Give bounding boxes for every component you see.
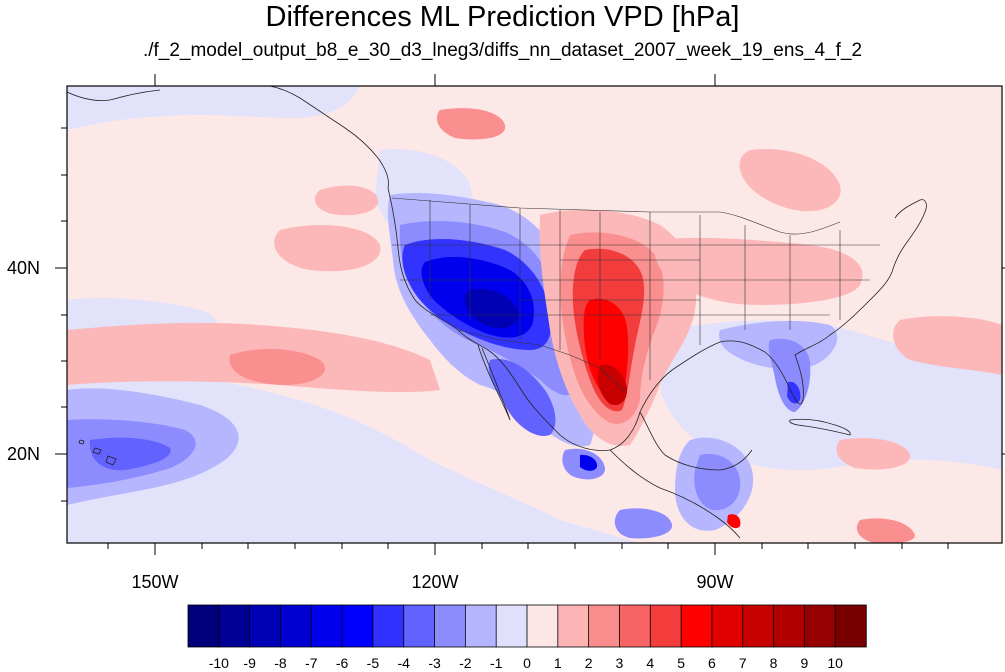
colorbar-swatch [834, 604, 867, 648]
colorbar-swatch [526, 604, 559, 648]
colorbar-swatch [310, 604, 343, 648]
cool-region-east-pacific [614, 508, 673, 539]
axis-ticks [55, 74, 1005, 555]
colorbar-label: 3 [616, 655, 624, 671]
political-borders [391, 197, 880, 393]
colorbar-label: 0 [523, 655, 531, 671]
colorbar-swatch [218, 604, 251, 648]
x-tick-label: 90W [696, 572, 733, 592]
colorbar-label: -5 [367, 655, 380, 671]
colorbar-label: 4 [646, 655, 654, 671]
warm-region-north [739, 149, 841, 212]
colorbar-swatch [649, 604, 682, 648]
colorbar-label: -1 [490, 655, 503, 671]
map-subtitle: ./f_2_model_output_b8_e_30_d3_lneg3/diff… [142, 40, 863, 61]
colorbar-label: -3 [428, 655, 441, 671]
colorbar-swatch [619, 604, 651, 648]
us-mexico-border [457, 329, 626, 393]
colorbar-swatch [495, 604, 528, 648]
us-canada-border [391, 197, 841, 235]
colorbar-swatch [341, 604, 374, 648]
colorbar-label: -7 [305, 655, 318, 671]
warm-core-texas [597, 364, 628, 406]
warm-band-pacific [314, 185, 379, 216]
colorbar-label: 10 [827, 655, 843, 671]
cool-region-mexico-pacific [580, 454, 598, 471]
map-title: Differences ML Prediction VPD [hPa] [265, 1, 740, 33]
colorbar-label: 1 [554, 655, 562, 671]
colorbar-label: 9 [800, 655, 808, 671]
colorbar-swatch [403, 604, 436, 648]
colorbar-swatch [372, 604, 405, 648]
colorbar-swatch [557, 604, 590, 648]
colorbar-label: 7 [739, 655, 747, 671]
colorbar-swatch [588, 604, 621, 648]
alaska-coastline [67, 89, 161, 101]
colorbar-label: -8 [274, 655, 287, 671]
colorbar-swatch [249, 604, 282, 648]
warm-spot-caribbean [727, 514, 741, 529]
colorbar-swatch [280, 604, 312, 648]
warm-band-pacific [274, 225, 381, 272]
colorbar-label: 6 [708, 655, 716, 671]
warm-region-caribbean [836, 438, 911, 470]
north-america-coastline [387, 187, 927, 451]
colorbar-swatch [187, 604, 220, 648]
cool-region-hawaii [89, 437, 171, 471]
colorbar-label: -9 [243, 655, 256, 671]
central-america-coastline [609, 449, 741, 539]
colorbar-label: 8 [770, 655, 778, 671]
colorbar-swatch [680, 604, 713, 648]
y-tick-label: 40N [7, 258, 40, 278]
weak-negative-region [67, 86, 360, 130]
colorbar-swatch [803, 604, 836, 648]
warm-spot-pacific [436, 108, 506, 140]
warm-region-atlantic [893, 316, 1002, 375]
colorbar-label: -10 [209, 655, 229, 671]
state-borders [392, 200, 880, 380]
colorbar-swatch [464, 604, 497, 648]
y-tick-label: 20N [7, 444, 40, 464]
colorbar-swatch [773, 604, 806, 648]
warm-region-caribbean [856, 518, 916, 543]
colorbar-label: -6 [336, 655, 349, 671]
colorbar-label: -4 [398, 655, 411, 671]
colorbar-swatch [742, 604, 775, 648]
coastlines [67, 86, 927, 539]
colorbar-label: 2 [585, 655, 593, 671]
x-tick-label: 120W [411, 572, 458, 592]
cool-core-west-us [464, 288, 519, 329]
warm-region-midwest [654, 237, 863, 305]
colorbar-label: 5 [677, 655, 685, 671]
colorbar-swatch [711, 604, 744, 648]
cool-region-florida [787, 381, 801, 404]
baja-coastline [477, 344, 511, 421]
colorbar-swatch [434, 604, 467, 648]
weak-negative-south [380, 468, 485, 512]
canada-coastline [269, 86, 389, 189]
colorbar: -10 -9 -8 -7 -6 -5 -4 -3 -2 -1 0 1 2 3 4 5 6 7 8 9 10 [187, 604, 867, 671]
cuba-coastline [789, 418, 851, 436]
warm-spot-pacific [229, 348, 326, 385]
x-tick-label: 150W [131, 572, 178, 592]
colorbar-label: -2 [459, 655, 472, 671]
cool-region-baja [488, 359, 556, 436]
mexico-gulf-coastline [639, 411, 753, 471]
hawaii-islands [78, 439, 117, 466]
